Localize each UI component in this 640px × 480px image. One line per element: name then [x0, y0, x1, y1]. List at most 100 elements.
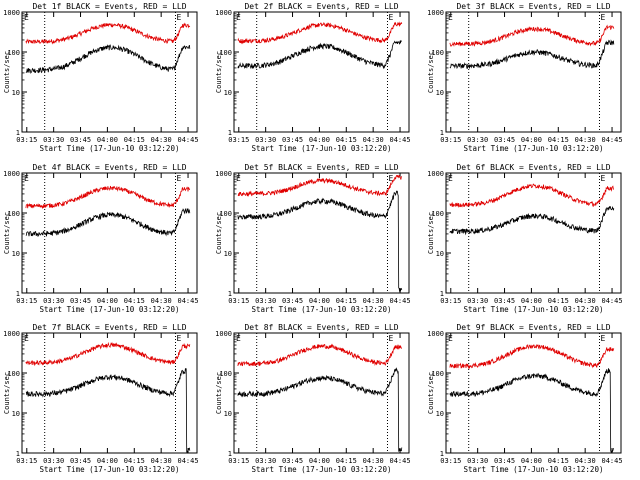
x-tick-label: 04:45	[390, 297, 411, 305]
y-tick-label: 1000	[427, 330, 444, 338]
y-tick-label: 1000	[3, 170, 20, 178]
events-series-line	[449, 368, 615, 454]
events-series-line	[449, 206, 615, 236]
y-tick-label: 1	[440, 129, 444, 137]
y-tick-label: 10	[436, 89, 444, 97]
panel-title: Det 8f BLACK = Events, RED = LLD	[244, 323, 398, 332]
panel-frame	[21, 172, 198, 294]
x-tick-label: 04:00	[521, 457, 542, 465]
panel-title: Det 3f BLACK = Events, RED = LLD	[456, 2, 610, 11]
x-tick-label: 04:00	[97, 457, 118, 465]
panel-title: Det 5f BLACK = Events, RED = LLD	[244, 163, 398, 172]
x-tick-label: 03:30	[467, 136, 488, 144]
panel-frame	[233, 11, 410, 133]
y-tick-label: 1000	[215, 9, 232, 17]
x-tick-label: 04:30	[575, 297, 596, 305]
events-series-line	[25, 368, 191, 454]
y-axis-label: Counts/sec	[215, 372, 223, 414]
y-axis-label: Counts/sec	[3, 212, 11, 254]
y-axis-label: Counts/sec	[427, 51, 435, 93]
x-tick-label: 03:15	[440, 457, 461, 465]
corner-glyph: E	[600, 334, 605, 343]
panel-title: Det 6f BLACK = Events, RED = LLD	[456, 163, 610, 172]
x-tick-label: 04:15	[336, 457, 357, 465]
y-tick-label: 100	[7, 49, 20, 57]
x-tick-label: 03:15	[16, 297, 37, 305]
x-axis-label: Start Time (17-Jun-10 03:12:20)	[464, 305, 604, 314]
panel-9: Det 9f BLACK = Events, RED = LLD 1 10 100 10…	[427, 323, 623, 474]
x-tick-label: 03:30	[255, 136, 276, 144]
x-tick-label: 03:45	[70, 136, 91, 144]
x-tick-label: 04:15	[124, 297, 145, 305]
x-tick-label: 03:15	[16, 457, 37, 465]
x-tick-label: 04:30	[151, 297, 172, 305]
y-tick-label: 100	[219, 370, 232, 378]
x-tick-label: 03:15	[228, 457, 249, 465]
x-tick-label: 04:45	[390, 457, 411, 465]
x-tick-label: 04:15	[124, 457, 145, 465]
corner-glyph: E	[24, 13, 29, 22]
y-tick-label: 1	[440, 450, 444, 458]
y-axis-label: Counts/sec	[427, 212, 435, 254]
y-tick-label: 1	[228, 129, 232, 137]
corner-glyph: E	[236, 334, 241, 343]
events-series-line	[237, 190, 403, 292]
x-tick-label: 03:30	[43, 297, 64, 305]
lld-series-line	[237, 174, 402, 197]
corner-glyph: E	[448, 174, 453, 183]
x-axis-label: Start Time (17-Jun-10 03:12:20)	[252, 144, 392, 153]
y-tick-label: 10	[224, 89, 232, 97]
y-tick-label: 100	[431, 370, 444, 378]
y-tick-label: 1000	[427, 9, 444, 17]
x-tick-label: 03:15	[228, 297, 249, 305]
x-tick-label: 03:30	[43, 136, 64, 144]
x-tick-label: 04:45	[178, 297, 199, 305]
x-tick-label: 03:45	[70, 457, 91, 465]
panel-frame	[21, 11, 198, 133]
x-tick-label: 03:30	[255, 457, 276, 465]
panel-2: Det 2f BLACK = Events, RED = LLD 1 10 100 10…	[215, 2, 411, 153]
y-tick-label: 1000	[215, 170, 232, 178]
panel-title: Det 4f BLACK = Events, RED = LLD	[32, 163, 186, 172]
y-tick-label: 1000	[215, 330, 232, 338]
y-axis-label: Counts/sec	[215, 51, 223, 93]
panel-frame	[21, 332, 198, 454]
x-tick-label: 04:30	[363, 297, 384, 305]
x-tick-label: 03:30	[467, 297, 488, 305]
x-tick-label: 03:45	[494, 457, 515, 465]
x-tick-label: 04:45	[602, 136, 623, 144]
corner-glyph: E	[236, 174, 241, 183]
x-tick-label: 04:00	[97, 297, 118, 305]
panel-frame	[233, 172, 410, 294]
y-tick-label: 10	[224, 410, 232, 418]
x-axis-label: Start Time (17-Jun-10 03:12:20)	[40, 305, 180, 314]
y-tick-label: 100	[431, 49, 444, 57]
x-tick-label: 03:15	[228, 136, 249, 144]
panel-title: Det 1f BLACK = Events, RED = LLD	[32, 2, 186, 11]
x-tick-label: 04:30	[575, 457, 596, 465]
x-tick-label: 03:45	[494, 297, 515, 305]
y-tick-label: 1000	[3, 9, 20, 17]
corner-glyph: E	[388, 13, 393, 22]
corner-glyph: E	[388, 174, 393, 183]
y-tick-label: 100	[219, 49, 232, 57]
y-tick-label: 1	[16, 290, 20, 298]
panel-frame	[445, 332, 622, 454]
x-axis-label: Start Time (17-Jun-10 03:12:20)	[464, 144, 604, 153]
lld-series-line	[237, 343, 402, 367]
lld-series-line	[25, 185, 191, 210]
events-series-line	[449, 39, 615, 70]
x-tick-label: 03:30	[467, 457, 488, 465]
x-tick-label: 04:00	[97, 136, 118, 144]
panel-3: Det 3f BLACK = Events, RED = LLD 1 10 100 10…	[427, 2, 623, 153]
lld-series-line	[449, 183, 615, 208]
x-tick-label: 03:45	[282, 297, 303, 305]
x-axis-label: Start Time (17-Jun-10 03:12:20)	[252, 305, 392, 314]
events-series-line	[237, 39, 402, 70]
x-tick-label: 04:15	[548, 457, 569, 465]
corner-glyph: E	[236, 13, 241, 22]
x-tick-label: 04:30	[151, 457, 172, 465]
events-series-line	[237, 367, 403, 453]
